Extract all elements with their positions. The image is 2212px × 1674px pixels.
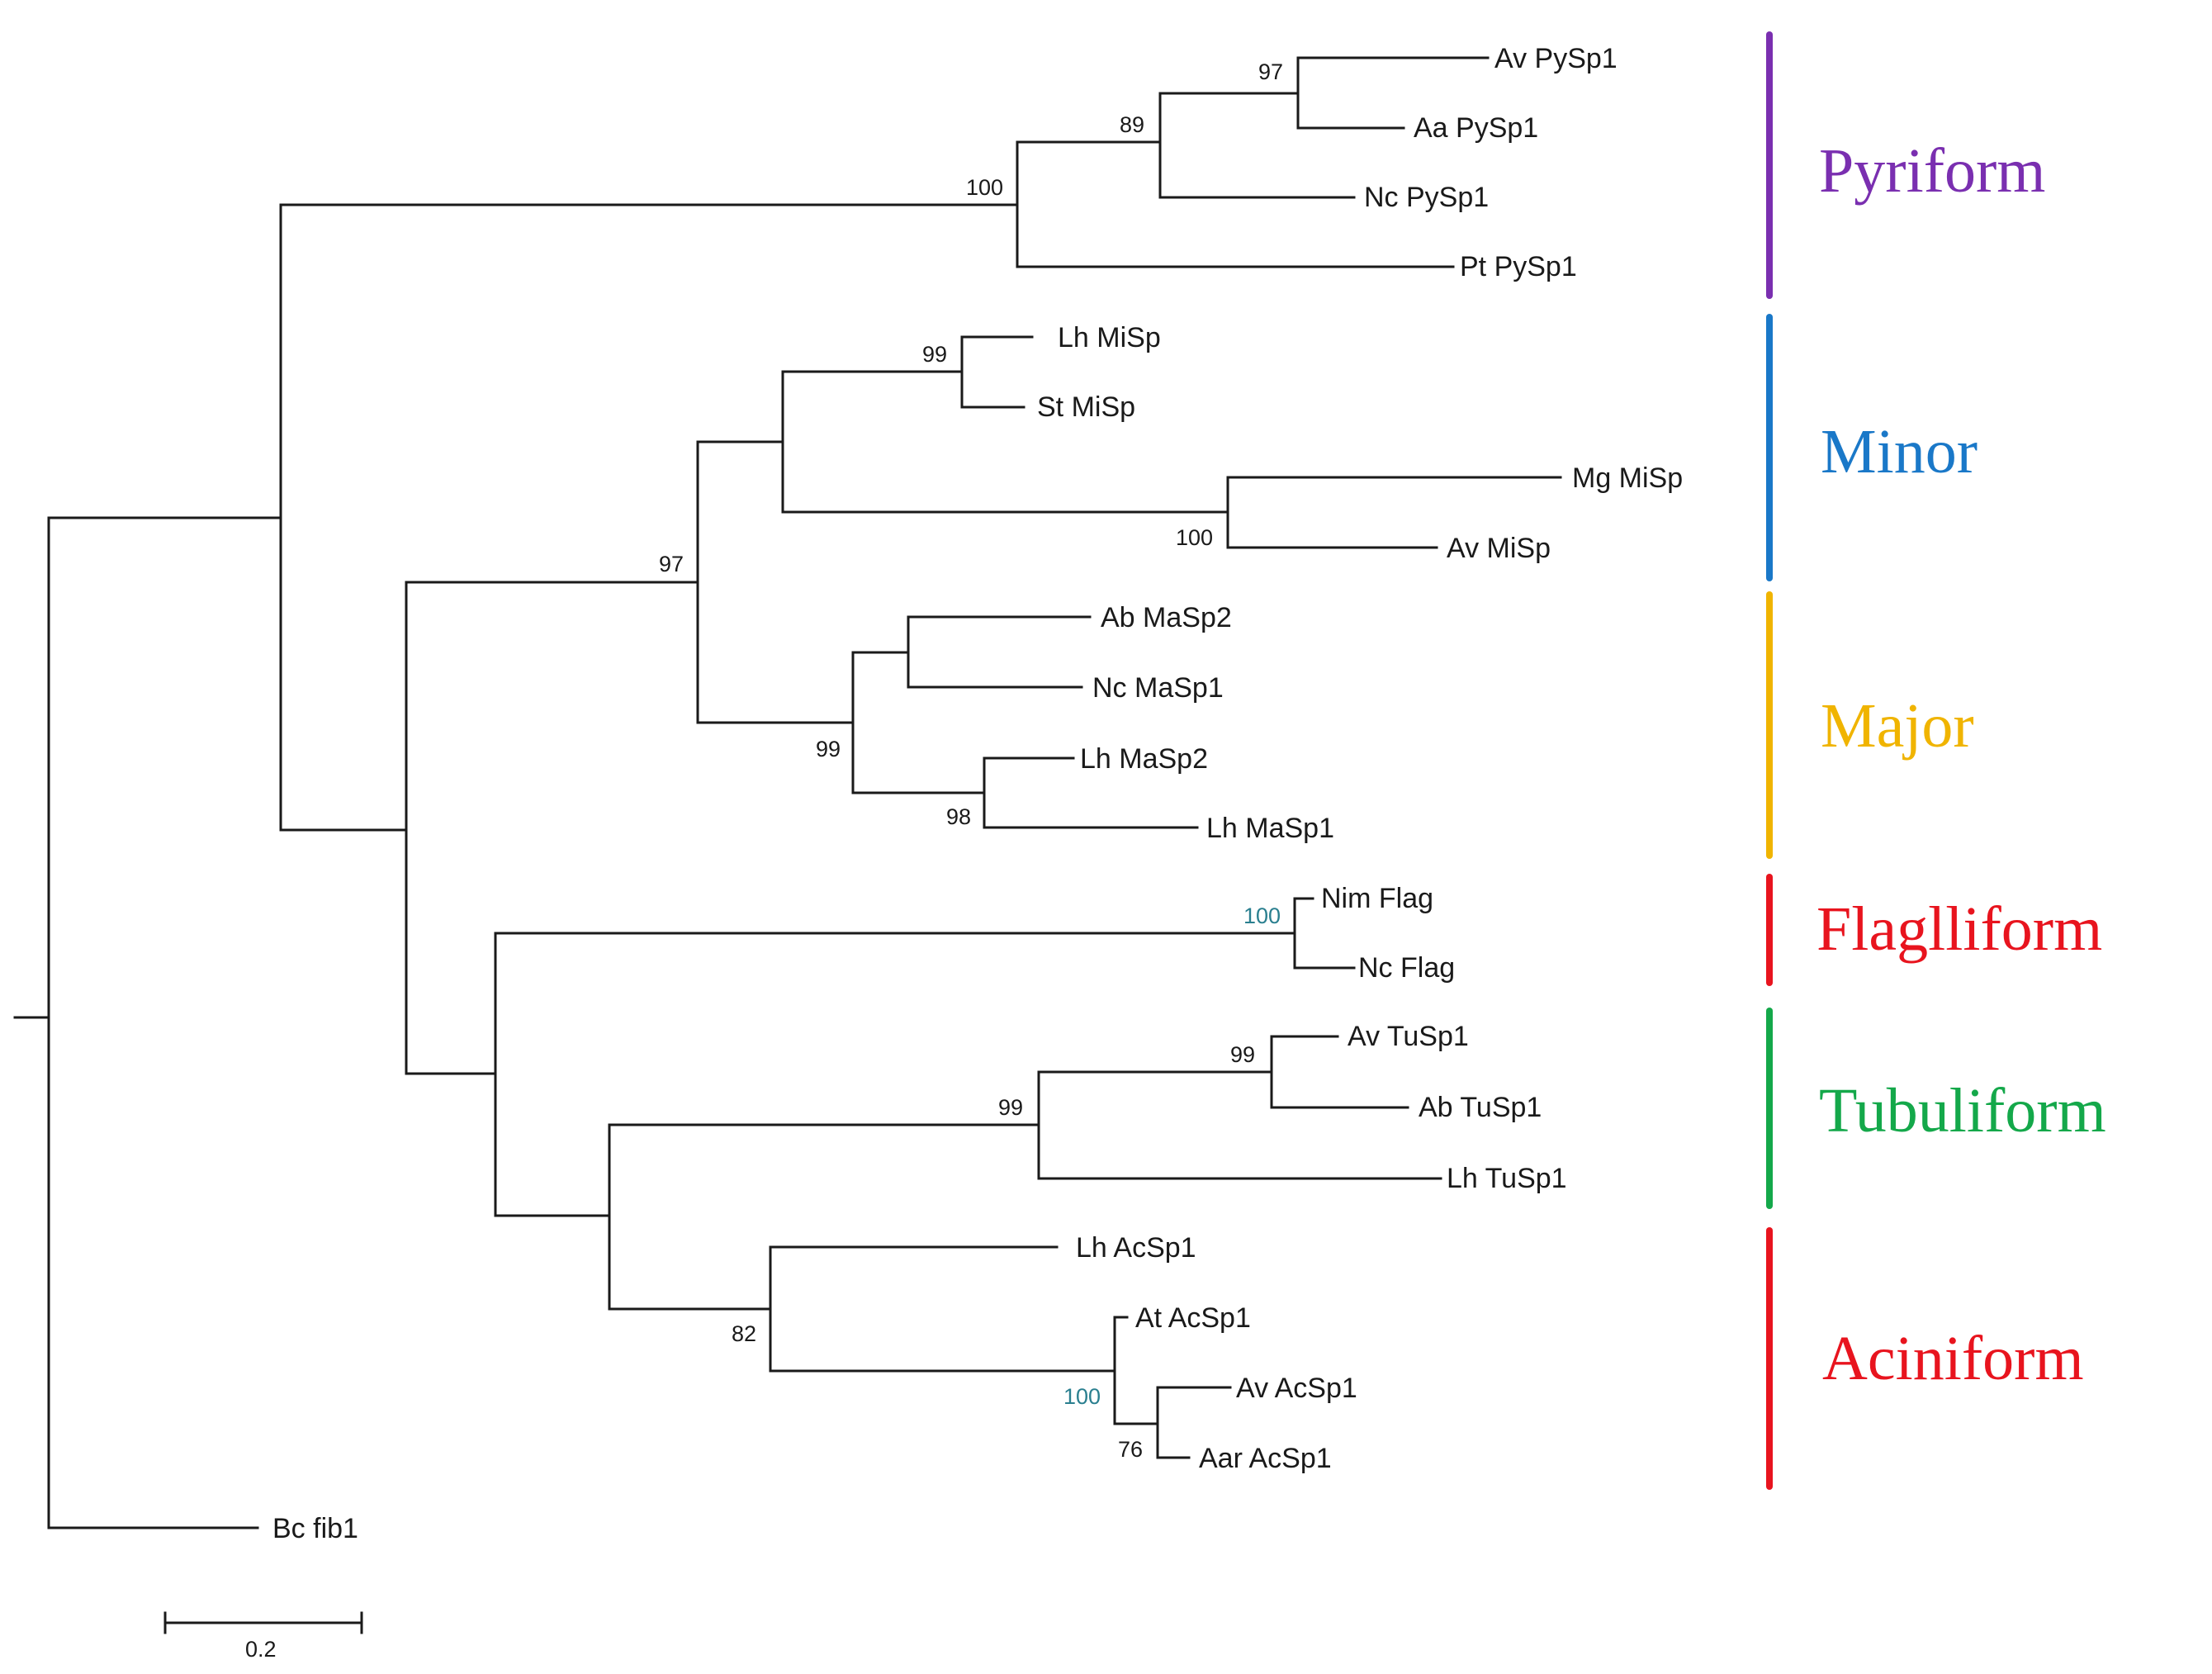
leaf-label: Lh TuSp1 [1447,1163,1567,1194]
leaf-label: Pt PySp1 [1460,251,1577,282]
bootstrap-value: 89 [1120,112,1144,137]
leaf-label: Bc fib1 [272,1513,358,1544]
bootstrap-value: 97 [659,552,684,576]
leaf-label: At AcSp1 [1135,1302,1251,1334]
leaf-label: Nc Flag [1358,952,1455,984]
major-group-label: Major [1821,691,1974,761]
bootstrap-value: 100 [1176,525,1213,550]
leaf-label: Lh AcSp1 [1076,1232,1196,1264]
leaf-label: Av PySp1 [1494,43,1618,74]
bootstrap-value: 99 [816,737,841,761]
leaf-label: Mg MiSp [1572,462,1683,494]
pyriform-group-label: Pyriform [1819,136,2045,206]
bootstrap-value: 98 [946,804,971,829]
scale-bar: 0.2 [163,1611,363,1662]
leaf-label: Nim Flag [1321,883,1433,914]
bootstrap-value: 100 [1243,903,1281,928]
leaf-label: Ab MaSp2 [1101,602,1232,633]
bootstrap-value: 99 [1230,1042,1255,1067]
leaf-label: Av MiSp [1447,533,1551,564]
leaf-label: Lh MaSp2 [1080,743,1208,775]
leaf-label: Av AcSp1 [1236,1373,1357,1404]
bootstrap-value: 99 [998,1095,1023,1120]
leaf-label: Lh MiSp [1058,322,1161,353]
minor-group-label: Minor [1821,417,1978,486]
bootstrap-value: 100 [1063,1384,1101,1409]
leaf-label: St MiSp [1037,391,1135,423]
bootstrap-value: 99 [922,342,947,367]
bootstrap-value: 100 [966,175,1003,200]
leaf-label: Nc PySp1 [1364,182,1489,213]
leaf-label: Lh MaSp1 [1206,813,1334,844]
aciniform-group-label: Aciniform [1822,1324,2084,1393]
leaf-label: Nc MaSp1 [1092,672,1224,704]
scale-bar-label: 0.2 [245,1637,277,1662]
leaf-label: Ab TuSp1 [1419,1092,1542,1123]
bootstrap-value: 97 [1258,59,1283,84]
leaf-label: Aar AcSp1 [1199,1443,1332,1474]
bootstrap-value: 76 [1118,1437,1143,1462]
leaf-label: Av TuSp1 [1348,1021,1469,1052]
tubuliform-group-label: Tubuliform [1819,1076,2106,1145]
leaf-label: Aa PySp1 [1414,112,1538,144]
flaglliform-group-label: Flaglliform [1816,894,2102,964]
bootstrap-value: 82 [732,1321,756,1346]
